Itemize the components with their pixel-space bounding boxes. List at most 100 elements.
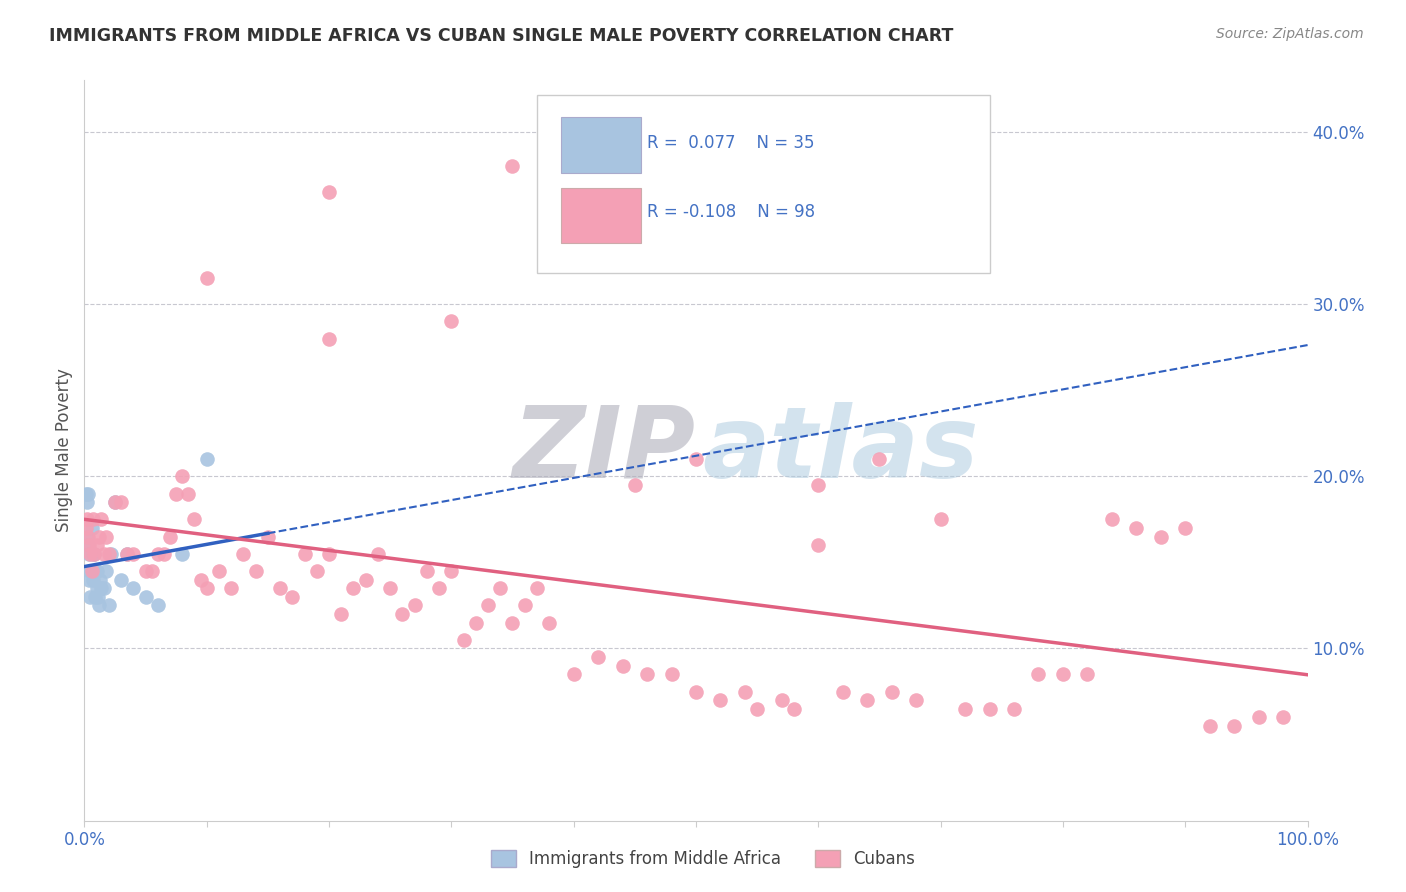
- Point: [281, 590, 304, 604]
- Point: [477, 599, 499, 613]
- Point: [1174, 521, 1197, 535]
- Point: [195, 452, 218, 467]
- Point: [165, 486, 187, 500]
- Point: [79, 564, 101, 578]
- Point: [80, 564, 103, 578]
- Point: [869, 452, 891, 467]
- Point: [87, 590, 110, 604]
- Point: [219, 581, 242, 595]
- Point: [87, 530, 110, 544]
- Point: [391, 607, 413, 621]
- FancyBboxPatch shape: [561, 187, 641, 244]
- Point: [1223, 719, 1246, 733]
- Point: [97, 547, 120, 561]
- Point: [502, 160, 524, 174]
- Point: [404, 599, 426, 613]
- Point: [513, 599, 536, 613]
- Point: [80, 564, 103, 578]
- Point: [82, 512, 104, 526]
- Point: [380, 581, 402, 595]
- Point: [367, 547, 389, 561]
- Point: [97, 599, 120, 613]
- Point: [257, 530, 280, 544]
- Point: [661, 667, 683, 681]
- Point: [807, 478, 830, 492]
- Point: [416, 564, 439, 578]
- Point: [330, 607, 353, 621]
- Point: [77, 573, 100, 587]
- Point: [79, 547, 101, 561]
- Point: [110, 495, 132, 509]
- Point: [1198, 719, 1220, 733]
- Point: [122, 547, 145, 561]
- Point: [195, 271, 218, 285]
- Point: [100, 547, 122, 561]
- Point: [831, 684, 853, 698]
- Point: [1150, 530, 1173, 544]
- FancyBboxPatch shape: [561, 118, 641, 173]
- Point: [77, 530, 100, 544]
- Point: [89, 573, 111, 587]
- Point: [172, 469, 194, 483]
- Point: [93, 581, 115, 595]
- Point: [135, 564, 157, 578]
- Point: [464, 615, 486, 630]
- Point: [83, 547, 105, 561]
- Point: [440, 314, 463, 328]
- FancyBboxPatch shape: [537, 95, 990, 273]
- Point: [115, 547, 138, 561]
- Point: [232, 547, 254, 561]
- Point: [87, 599, 110, 613]
- Point: [318, 185, 340, 199]
- Point: [318, 332, 340, 346]
- Point: [104, 495, 127, 509]
- Point: [83, 564, 105, 578]
- Text: Source: ZipAtlas.com: Source: ZipAtlas.com: [1216, 27, 1364, 41]
- Point: [96, 530, 118, 544]
- Point: [172, 547, 194, 561]
- Point: [685, 684, 707, 698]
- Point: [82, 547, 104, 561]
- Point: [856, 693, 879, 707]
- Point: [84, 590, 107, 604]
- Text: atlas: atlas: [702, 402, 979, 499]
- Point: [96, 564, 118, 578]
- Point: [526, 581, 548, 595]
- Point: [90, 581, 112, 595]
- Point: [1272, 710, 1295, 724]
- Y-axis label: Single Male Poverty: Single Male Poverty: [55, 368, 73, 533]
- Point: [245, 564, 267, 578]
- Point: [354, 573, 377, 587]
- Point: [77, 486, 100, 500]
- Point: [80, 521, 103, 535]
- Point: [1002, 702, 1025, 716]
- Point: [979, 702, 1001, 716]
- Point: [807, 538, 830, 552]
- Point: [86, 564, 108, 578]
- Point: [953, 702, 976, 716]
- Point: [86, 581, 108, 595]
- Point: [1052, 667, 1074, 681]
- Point: [562, 211, 585, 225]
- Point: [86, 538, 108, 552]
- Point: [770, 693, 793, 707]
- Point: [190, 573, 212, 587]
- Legend: Immigrants from Middle Africa, Cubans: Immigrants from Middle Africa, Cubans: [485, 843, 921, 875]
- Point: [177, 486, 200, 500]
- Point: [84, 564, 107, 578]
- Point: [141, 564, 163, 578]
- Point: [76, 495, 98, 509]
- Point: [75, 486, 97, 500]
- Point: [159, 530, 181, 544]
- Point: [269, 581, 291, 595]
- Point: [489, 581, 512, 595]
- Text: R = -0.108    N = 98: R = -0.108 N = 98: [647, 203, 815, 221]
- Point: [734, 684, 756, 698]
- Point: [104, 495, 127, 509]
- Point: [77, 547, 100, 561]
- Point: [110, 573, 132, 587]
- Point: [122, 581, 145, 595]
- Point: [929, 512, 952, 526]
- Point: [153, 547, 176, 561]
- Point: [76, 530, 98, 544]
